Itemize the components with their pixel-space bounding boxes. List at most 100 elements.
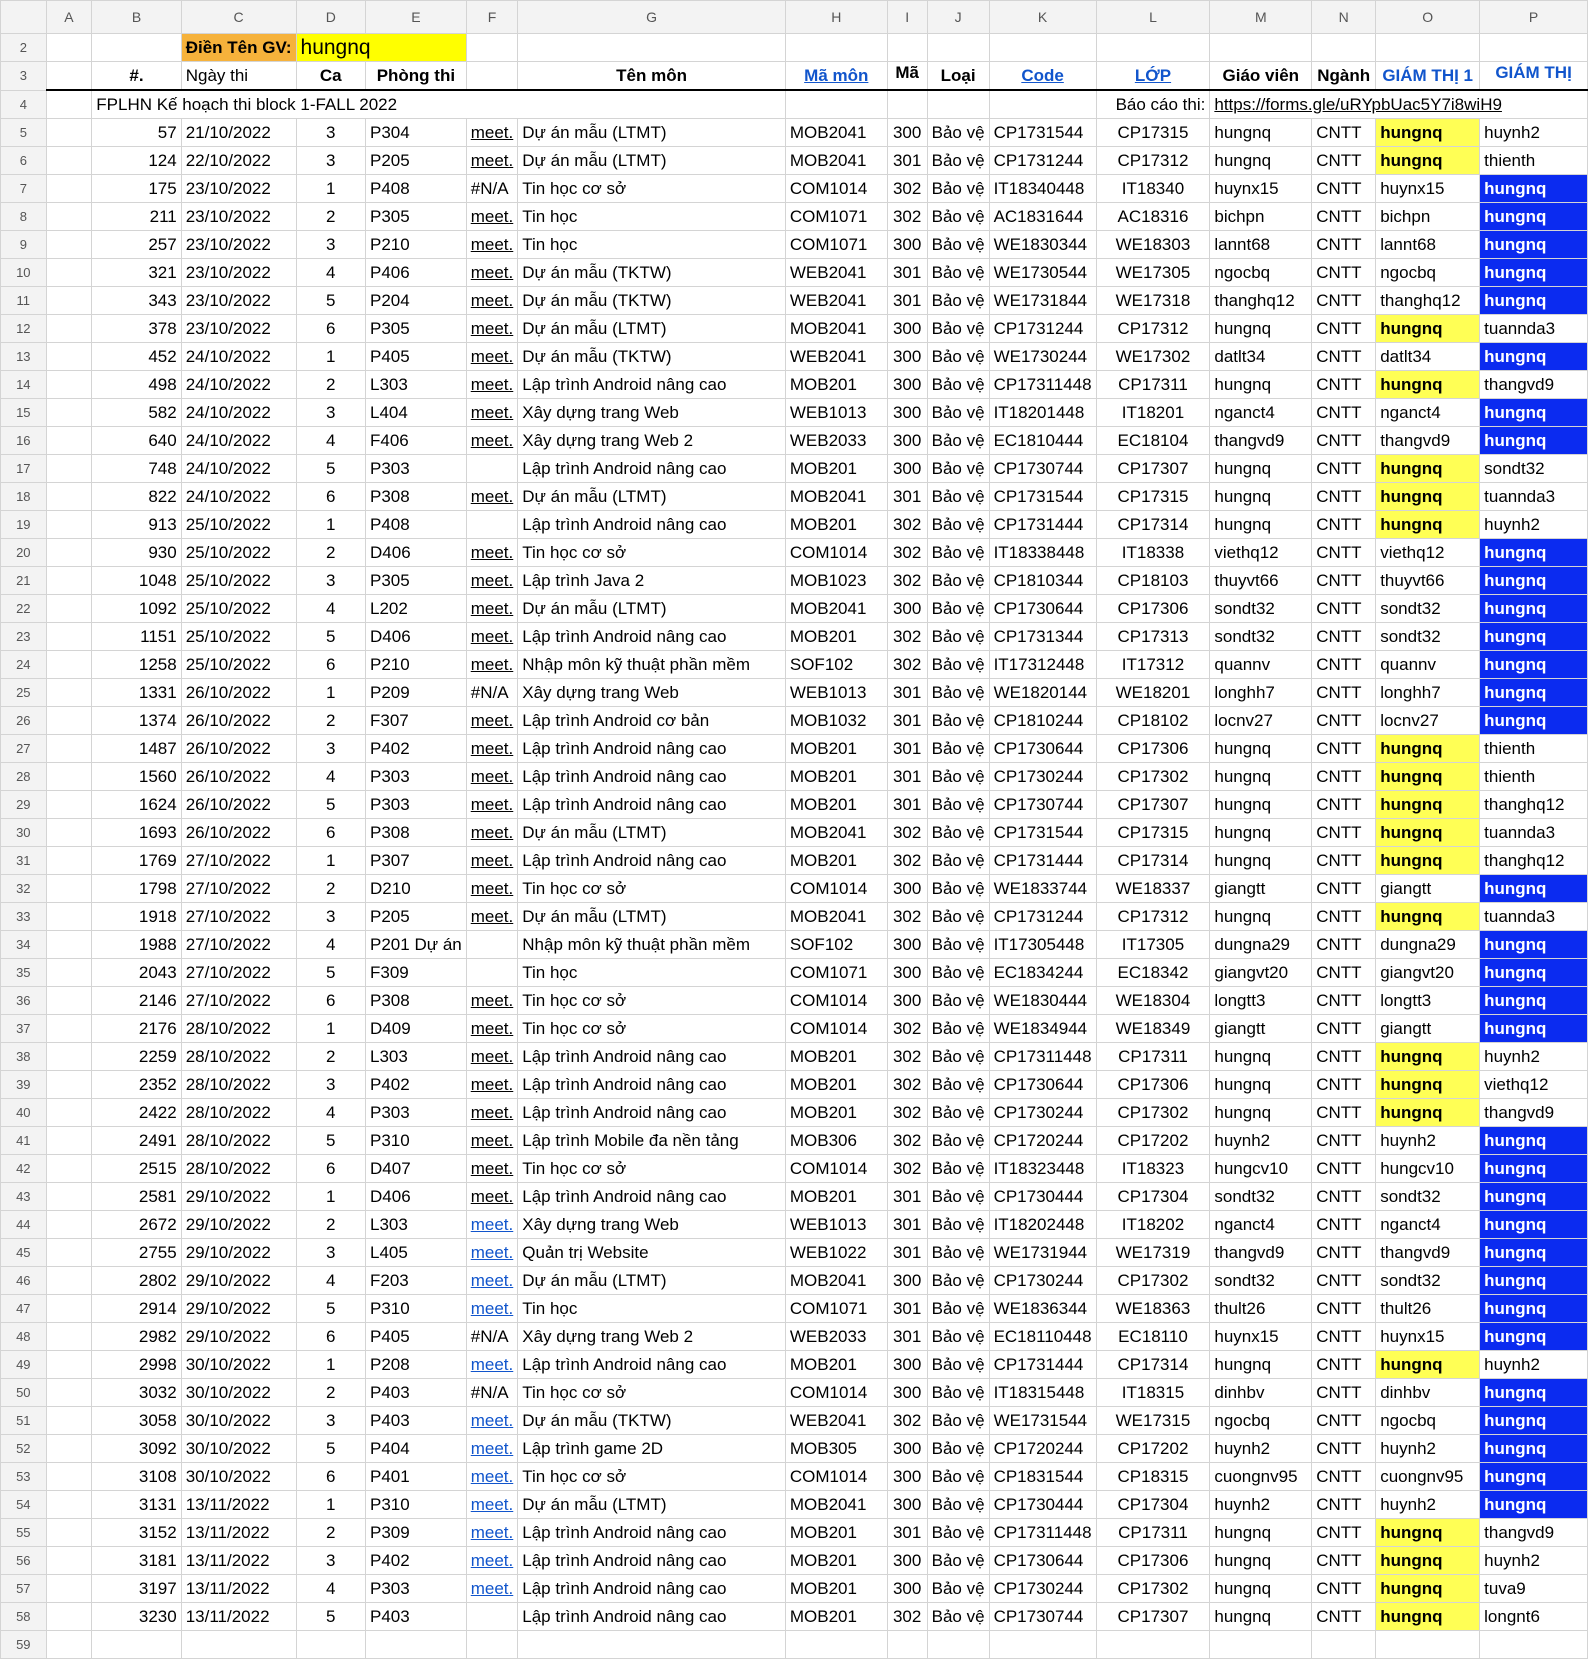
cell-teacher[interactable]: hungnq: [1209, 1098, 1313, 1127]
cell-shift[interactable]: 6: [295, 1154, 367, 1183]
cell-major[interactable]: CNTT: [1311, 314, 1377, 343]
cell-major[interactable]: CNTT: [1311, 1602, 1377, 1631]
cell-proctor-1[interactable]: hungnq: [1375, 790, 1481, 819]
cell-code-short[interactable]: 302: [886, 1070, 928, 1099]
row-header[interactable]: 23: [0, 622, 47, 651]
cell-code[interactable]: CP1730244: [988, 1574, 1097, 1603]
cell-proctor-2[interactable]: tuva9: [1479, 1574, 1588, 1603]
cell-room[interactable]: D210: [365, 874, 467, 903]
cell-code-short[interactable]: 300: [886, 1378, 928, 1407]
cell-class[interactable]: WE17302: [1095, 342, 1211, 371]
cell-code-short[interactable]: 302: [886, 650, 928, 679]
cell-type[interactable]: Bảo vệ: [926, 258, 990, 287]
row-header[interactable]: 12: [0, 314, 47, 343]
cell-proctor-2[interactable]: hungnq: [1479, 1462, 1588, 1491]
cell-proctor-1[interactable]: sondt32: [1375, 594, 1481, 623]
cell-class[interactable]: WE17319: [1095, 1238, 1211, 1267]
cell-subject-code[interactable]: SOF102: [784, 650, 888, 679]
cell-code[interactable]: CP1810344: [988, 566, 1097, 595]
row-header[interactable]: 43: [0, 1182, 47, 1211]
cell-proctor-1[interactable]: hungnq: [1375, 1546, 1481, 1575]
cell-meet[interactable]: meet.: [465, 426, 519, 455]
cell-type[interactable]: Bảo vệ: [926, 1266, 990, 1295]
cell-subject-code[interactable]: COM1071: [784, 202, 888, 231]
cell-a4[interactable]: [45, 89, 93, 119]
cell-a[interactable]: [45, 1266, 93, 1295]
cell-class[interactable]: CP17311: [1095, 1042, 1211, 1071]
cell-code[interactable]: CP1731544: [988, 118, 1097, 147]
cell-major[interactable]: CNTT: [1311, 1014, 1377, 1043]
cell-subject[interactable]: Xây dựng trang Web: [517, 398, 786, 427]
row-header[interactable]: 47: [0, 1294, 47, 1323]
cell-code[interactable]: CP1731544: [988, 482, 1097, 511]
cell-subject[interactable]: Dự án mẫu (TKTW): [517, 342, 786, 371]
cell-proctor-2[interactable]: longnt6: [1479, 1602, 1588, 1631]
cell-code-short[interactable]: 301: [886, 1518, 928, 1547]
cell-teacher[interactable]: longtt3: [1209, 986, 1313, 1015]
cell-meet[interactable]: meet.: [465, 902, 519, 931]
cell-exam-date[interactable]: 28/10/2022: [180, 1098, 297, 1127]
cell-proctor-2[interactable]: tuannda3: [1479, 482, 1588, 511]
cell-index[interactable]: 2802: [91, 1266, 182, 1295]
cell-code[interactable]: CP1731244: [988, 146, 1097, 175]
cell-a[interactable]: [45, 398, 93, 427]
cell-type[interactable]: Bảo vệ: [926, 790, 990, 819]
cell-type[interactable]: Bảo vệ: [926, 902, 990, 931]
cell-subject[interactable]: Dự án mẫu (LTMT): [517, 902, 786, 931]
cell-class[interactable]: IT18315: [1095, 1378, 1211, 1407]
cell-b2[interactable]: [91, 33, 182, 62]
cell-subject[interactable]: Lập trình Android nâng cao: [517, 1098, 786, 1127]
cell-class[interactable]: CP17302: [1095, 1098, 1211, 1127]
header-shift[interactable]: Ca: [295, 61, 367, 91]
row-header[interactable]: 41: [0, 1126, 47, 1155]
cell-code-short[interactable]: 300: [886, 454, 928, 483]
cell-teacher[interactable]: giangtt: [1209, 1014, 1313, 1043]
cell-code-short[interactable]: 302: [886, 846, 928, 875]
cell-subject-code[interactable]: MOB2041: [784, 1266, 888, 1295]
cell-subject-code[interactable]: COM1071: [784, 1294, 888, 1323]
cell-subject-code[interactable]: WEB1013: [784, 1210, 888, 1239]
row-header[interactable]: 35: [0, 958, 47, 987]
cell-teacher[interactable]: sondt32: [1209, 622, 1313, 651]
cell-index[interactable]: 1331: [91, 678, 182, 707]
cell-class[interactable]: CP17307: [1095, 1602, 1211, 1631]
cell-index[interactable]: 930: [91, 538, 182, 567]
row-header[interactable]: 24: [0, 650, 47, 679]
cell-class[interactable]: IT17305: [1095, 930, 1211, 959]
row-header[interactable]: 29: [0, 790, 47, 819]
cell-subject-code[interactable]: MOB2041: [784, 118, 888, 147]
cell-meet[interactable]: meet.: [465, 1042, 519, 1071]
cell-shift[interactable]: 6: [295, 818, 367, 847]
cell-type[interactable]: Bảo vệ: [926, 1518, 990, 1547]
cell-meet[interactable]: meet.: [465, 1406, 519, 1435]
cell-code-short[interactable]: 301: [886, 286, 928, 315]
cell-p2[interactable]: [1479, 33, 1588, 62]
cell-a[interactable]: [45, 1070, 93, 1099]
cell-shift[interactable]: 3: [295, 902, 367, 931]
cell-major[interactable]: CNTT: [1311, 1266, 1377, 1295]
cell-class[interactable]: CP17304: [1095, 1182, 1211, 1211]
cell-teacher[interactable]: hungnq: [1209, 454, 1313, 483]
cell-empty[interactable]: [784, 1630, 888, 1659]
cell-room[interactable]: D409: [365, 1014, 467, 1043]
cell-proctor-1[interactable]: hungnq: [1375, 1574, 1481, 1603]
cell-shift[interactable]: 3: [295, 230, 367, 259]
cell-type[interactable]: Bảo vệ: [926, 930, 990, 959]
cell-code-short[interactable]: 300: [886, 958, 928, 987]
cell-class[interactable]: WE17318: [1095, 286, 1211, 315]
cell-meet[interactable]: meet.: [465, 846, 519, 875]
cell-room[interactable]: P303: [365, 454, 467, 483]
cell-teacher[interactable]: hungnq: [1209, 510, 1313, 539]
cell-code[interactable]: CP1731244: [988, 314, 1097, 343]
cell-i2[interactable]: [886, 33, 928, 62]
cell-code-short[interactable]: 300: [886, 594, 928, 623]
cell-class[interactable]: CP17314: [1095, 510, 1211, 539]
cell-shift[interactable]: 2: [295, 706, 367, 735]
cell-room[interactable]: P403: [365, 1378, 467, 1407]
cell-room[interactable]: P308: [365, 986, 467, 1015]
cell-subject-code[interactable]: COM1014: [784, 538, 888, 567]
cell-proctor-2[interactable]: hungnq: [1479, 258, 1588, 287]
cell-exam-date[interactable]: 26/10/2022: [180, 678, 297, 707]
cell-proctor-1[interactable]: hungnq: [1375, 454, 1481, 483]
cell-major[interactable]: CNTT: [1311, 174, 1377, 203]
